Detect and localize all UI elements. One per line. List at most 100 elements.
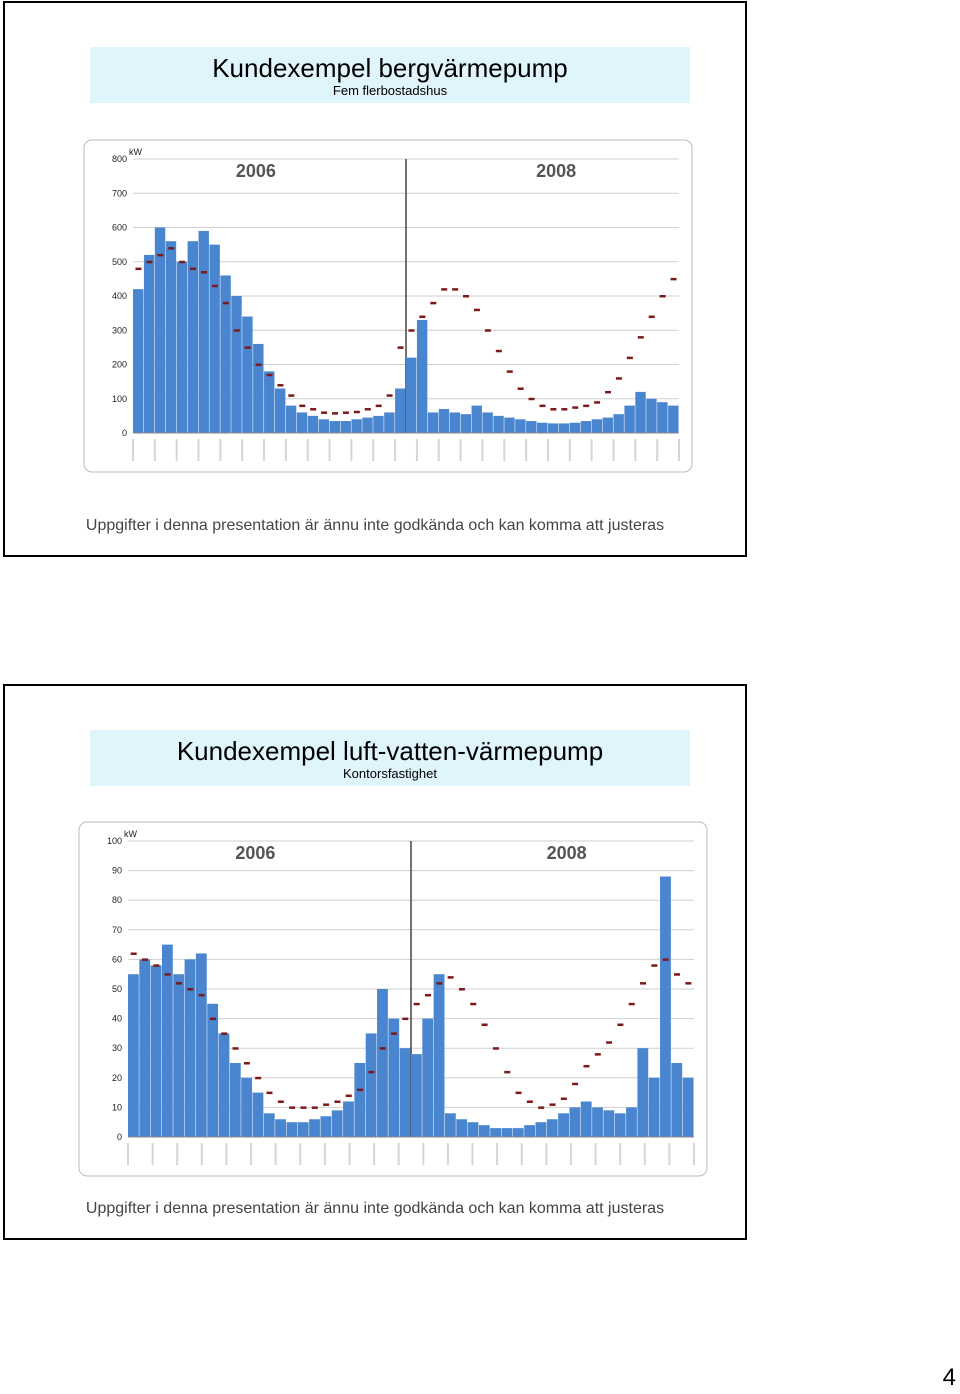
data-marker: [651, 964, 658, 967]
data-bar: [176, 261, 188, 433]
data-bar: [274, 388, 286, 433]
data-bar: [613, 414, 624, 433]
x-tick-mark: [397, 1143, 400, 1165]
x-tick-mark: [668, 1143, 671, 1165]
data-bar: [482, 412, 493, 433]
period-label: 2008: [536, 161, 576, 181]
x-tick-mark: [693, 1143, 695, 1165]
data-bar: [471, 405, 482, 433]
data-bar: [229, 1063, 241, 1137]
data-bar: [377, 989, 388, 1137]
data-marker: [233, 329, 240, 332]
x-tick-mark: [569, 1143, 572, 1165]
x-tick-mark: [225, 1143, 228, 1165]
data-bar: [133, 289, 144, 433]
data-bar: [275, 1119, 286, 1137]
data-bar: [241, 1077, 253, 1137]
y-tick-label: 10: [112, 1102, 122, 1112]
data-bar: [637, 1048, 649, 1137]
data-bar: [422, 1018, 434, 1137]
data-marker: [190, 267, 197, 271]
data-bar: [263, 1113, 275, 1137]
x-tick-mark: [274, 1143, 277, 1165]
slide-title: Kundexempel luft-vatten-värmepump: [176, 736, 604, 766]
data-marker: [379, 1047, 386, 1050]
data-bar: [165, 241, 177, 433]
y-axis-label: kW: [129, 147, 143, 157]
x-tick-mark: [503, 439, 506, 461]
data-marker: [244, 346, 251, 349]
data-marker: [277, 384, 284, 387]
data-bar: [411, 1054, 422, 1137]
y-tick-label: 50: [112, 984, 122, 994]
data-marker: [517, 387, 524, 390]
data-bar: [154, 227, 166, 433]
data-marker: [526, 1100, 533, 1103]
x-tick-mark: [437, 439, 440, 461]
y-tick-label: 300: [112, 325, 127, 335]
x-tick-mark: [250, 1143, 253, 1165]
x-tick-mark: [328, 439, 331, 461]
data-marker: [289, 1106, 296, 1109]
data-bar: [384, 412, 395, 433]
data-marker: [413, 1002, 420, 1006]
data-bar: [340, 421, 351, 433]
x-tick-mark: [525, 439, 528, 461]
title-box: Kundexempel bergvärmepump Fem flerbostad…: [90, 47, 690, 103]
data-marker: [538, 1106, 545, 1109]
data-marker: [583, 404, 590, 408]
page-number: 4: [942, 1364, 956, 1391]
y-tick-label: 70: [112, 925, 122, 935]
y-tick-label: 400: [112, 291, 127, 301]
data-bar: [537, 422, 548, 433]
x-tick-mark: [446, 1143, 449, 1165]
data-marker: [209, 1017, 216, 1021]
data-bar: [220, 275, 231, 433]
x-tick-mark: [619, 1143, 622, 1165]
x-tick-mark: [520, 1143, 523, 1165]
data-marker: [504, 1070, 511, 1074]
data-bar: [307, 415, 319, 433]
x-tick-mark: [394, 439, 397, 461]
data-marker: [164, 973, 171, 976]
x-tick-mark: [151, 1143, 154, 1165]
data-bar: [526, 421, 537, 433]
x-tick-mark: [422, 1143, 425, 1165]
data-marker: [222, 301, 229, 305]
data-bar: [512, 1128, 524, 1137]
data-marker: [375, 404, 382, 408]
x-tick-mark: [200, 1143, 203, 1165]
data-marker: [539, 404, 546, 408]
x-tick-mark: [306, 439, 309, 461]
slide-subtitle: Kontorsfastighet: [343, 766, 437, 781]
data-marker: [550, 408, 557, 411]
data-bar: [646, 398, 657, 433]
data-bar: [320, 1116, 332, 1137]
data-bar: [242, 316, 253, 433]
y-tick-label: 0: [122, 428, 127, 438]
data-bar: [671, 1063, 683, 1137]
x-tick-mark: [471, 1143, 474, 1165]
data-marker: [266, 1091, 273, 1095]
data-marker: [342, 411, 349, 414]
data-marker: [397, 346, 404, 349]
data-marker: [606, 1041, 613, 1044]
data-bar: [128, 974, 139, 1137]
data-marker: [626, 356, 633, 360]
data-marker: [549, 1103, 556, 1106]
x-tick-mark: [545, 1143, 548, 1165]
data-bar: [231, 296, 242, 433]
data-marker: [594, 401, 601, 404]
data-marker: [506, 370, 513, 373]
data-marker: [572, 406, 579, 409]
data-bar: [354, 1063, 366, 1137]
data-marker: [135, 267, 142, 271]
data-bar: [209, 244, 220, 433]
data-bar: [456, 1119, 468, 1137]
data-marker: [157, 253, 164, 257]
data-bar: [603, 1110, 615, 1137]
data-bar: [218, 1033, 230, 1137]
data-bar: [365, 1033, 377, 1137]
data-bar: [558, 423, 570, 433]
data-marker: [130, 952, 137, 955]
